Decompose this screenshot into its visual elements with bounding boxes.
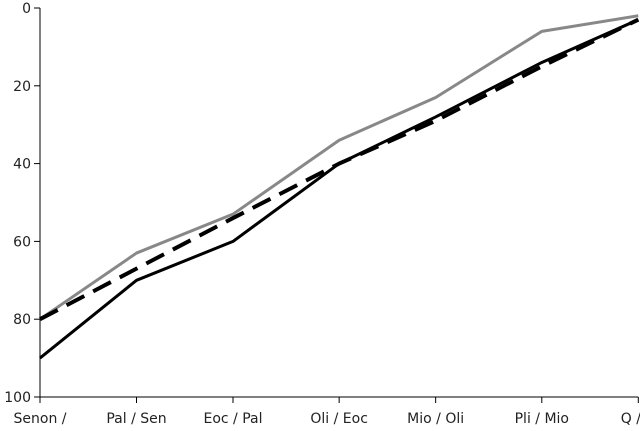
series-line-2	[39, 18, 639, 360]
y-tick-label: 100	[4, 390, 31, 406]
x-tick-label: Pli / Mio	[515, 411, 569, 427]
y-tick-label: 80	[13, 312, 31, 328]
y-tick-label: 40	[13, 157, 31, 173]
series-line-1	[39, 14, 639, 321]
y-tick-label: 60	[13, 234, 31, 250]
axes: 0 20 40 60 80 100 Senon / Pal / Sen Eoc / Pal Oli…	[4, 1, 640, 427]
x-tick-label: Q / N	[621, 411, 640, 427]
x-tick-label: Mio / Oli	[407, 411, 464, 427]
x-tick-label: Senon /	[14, 411, 67, 427]
series-layer	[39, 14, 640, 360]
x-tick-label: Pal / Sen	[106, 411, 166, 427]
y-tick-label: 20	[13, 79, 31, 95]
y-tick-label: 0	[22, 1, 31, 17]
series-line-3	[39, 17, 640, 321]
x-tick-label: Oli / Eoc	[310, 411, 368, 427]
x-tick-label: Eoc / Pal	[203, 411, 262, 427]
